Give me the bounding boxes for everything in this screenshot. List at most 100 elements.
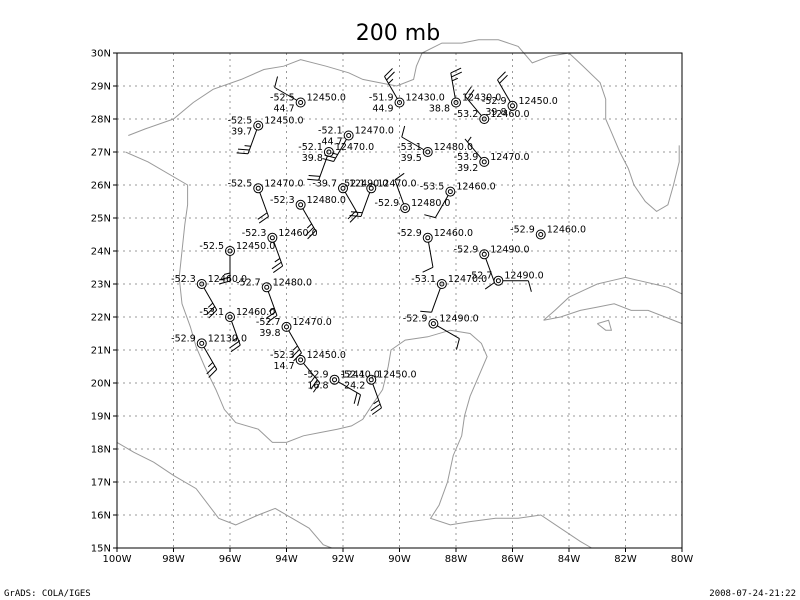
station-circle-inner bbox=[430, 321, 436, 327]
coastline bbox=[128, 39, 680, 213]
station-model: -52.3 12460.0 bbox=[242, 228, 318, 273]
station-temperature: -52.5 bbox=[199, 241, 224, 252]
wind-barb-feather bbox=[349, 215, 362, 217]
wind-barb-staff bbox=[431, 288, 441, 313]
station-temperature: -52.9 bbox=[304, 370, 329, 381]
tick-label-lat: 17N bbox=[91, 478, 111, 489]
station-height: 12460.0 bbox=[490, 109, 529, 120]
station-model: 12430.0 38.8 bbox=[429, 67, 501, 115]
station-model: -52.9 12450.0 39.8 bbox=[482, 71, 558, 118]
station-circle-inner bbox=[269, 235, 275, 241]
wind-barb-feather bbox=[229, 341, 240, 349]
wind-barb-half-feather bbox=[207, 302, 214, 308]
footer-right: 2008-07-24-21:22 bbox=[709, 589, 796, 599]
wind-barb-feather bbox=[386, 71, 395, 81]
station-model: -52.5 12450.0 39.7 bbox=[228, 116, 304, 155]
station-temperature: -52.3 bbox=[270, 195, 295, 206]
station-dewpoint: 16.8 bbox=[307, 381, 328, 392]
wind-barb-feather bbox=[484, 282, 495, 290]
station-circle-outer bbox=[479, 156, 490, 167]
station-dewpoint: 39.8 bbox=[259, 328, 280, 339]
station-circle-inner bbox=[425, 149, 431, 155]
station-height: 12480.0 bbox=[273, 277, 312, 288]
wind-barb-feather bbox=[370, 403, 381, 412]
tick-label-lon: 88W bbox=[445, 554, 468, 565]
tick-label-lon: 80W bbox=[671, 554, 694, 565]
station-model: -52.3 12480.0 bbox=[270, 195, 346, 240]
tick-label-lat: 16N bbox=[91, 511, 111, 522]
station-temperature: -52.7 bbox=[236, 277, 261, 288]
station-temperature: -52.5 bbox=[270, 93, 295, 104]
station-height: 12450.0 bbox=[377, 370, 416, 381]
station-circle-inner bbox=[346, 133, 352, 138]
wind-barb-staff bbox=[274, 87, 297, 101]
station-circle-outer bbox=[281, 321, 292, 332]
station-circle-outer bbox=[535, 229, 546, 240]
tick-label-lat: 15N bbox=[91, 544, 111, 555]
wind-barb-feather bbox=[267, 315, 278, 323]
station-circle-inner bbox=[298, 357, 304, 363]
station-circle-outer bbox=[253, 183, 264, 194]
wind-barb-feather bbox=[424, 214, 436, 219]
station-temperature: -52.9 bbox=[171, 333, 196, 344]
station-circle-outer bbox=[295, 354, 306, 365]
station-circle-outer bbox=[338, 183, 348, 194]
station-circle-outer bbox=[422, 147, 433, 157]
station-model: -53.1 12460.0 bbox=[199, 307, 275, 353]
station-temperature: -52.1 bbox=[341, 178, 366, 189]
station-temperature: -52.9 bbox=[375, 198, 400, 209]
station-circle-outer bbox=[479, 114, 490, 124]
station-temperature: -53.1 bbox=[397, 142, 422, 153]
station-circle-outer bbox=[196, 338, 207, 349]
station-height: 12490.0 bbox=[504, 271, 543, 282]
station-temperature: -52.9 bbox=[403, 314, 428, 325]
station-model: -52.9 12440.0 16.8 bbox=[304, 370, 380, 406]
station-height: 12460.0 bbox=[236, 307, 275, 318]
station-height: 12470.0 bbox=[335, 142, 374, 153]
wind-barb-feather bbox=[206, 365, 216, 375]
tick-label-lat: 19N bbox=[91, 412, 111, 423]
station-height: 12480.0 bbox=[411, 198, 450, 209]
station-circle-outer bbox=[366, 374, 377, 385]
station-temperature: -52.9 bbox=[454, 244, 479, 255]
wind-barb-feather bbox=[322, 158, 334, 162]
tick-label-lon: 96W bbox=[219, 554, 242, 565]
station-circle-inner bbox=[255, 185, 261, 191]
station-circle-inner bbox=[368, 185, 374, 191]
station-model: -52.1 12470.044.7 bbox=[318, 126, 394, 162]
wind-barb-staff bbox=[384, 76, 398, 99]
station-circle-outer bbox=[394, 97, 405, 108]
wind-barb-staff bbox=[267, 291, 278, 316]
wind-barb-staff bbox=[333, 139, 347, 162]
station-dewpoint: 39.8 bbox=[485, 107, 506, 118]
wind-barb-feather bbox=[307, 178, 319, 181]
station-dewpoint: 44.7 bbox=[273, 104, 294, 115]
wind-barb-half-feather bbox=[268, 307, 275, 312]
station-dewpoint: 44.9 bbox=[372, 104, 393, 115]
wind-barb-feather bbox=[273, 265, 283, 273]
tick-label-lon: 90W bbox=[388, 554, 411, 565]
station-height: 12440.0 bbox=[341, 370, 380, 381]
station-temperature: -52.9 bbox=[482, 96, 507, 107]
station-temperature: -52.3 bbox=[242, 228, 267, 239]
station-height: 12130.0 bbox=[208, 333, 247, 344]
wind-barb-feather bbox=[357, 394, 361, 406]
wind-barb-staff bbox=[303, 363, 321, 384]
tick-label-lat: 28N bbox=[91, 115, 111, 126]
wind-barb-feather bbox=[464, 86, 472, 97]
wind-barb-staff bbox=[372, 383, 382, 409]
station-dewpoint: 39.2 bbox=[457, 163, 478, 174]
wind-barb-staff bbox=[344, 191, 359, 215]
station-temperature: -53.2 bbox=[454, 109, 479, 120]
station-models: -52.5 12450.044.7-51.9 12430.044.912430.03… bbox=[171, 67, 586, 415]
wind-barb-feather bbox=[230, 344, 241, 353]
station-height: 12470.0 bbox=[448, 274, 487, 285]
station-model: -52.1 12470.0 bbox=[341, 178, 417, 217]
station-height: 12480.0 bbox=[434, 142, 473, 153]
tick-label-lat: 30N bbox=[91, 49, 111, 60]
station-circle-inner bbox=[199, 340, 205, 346]
wind-barb-feather bbox=[208, 369, 218, 378]
station-temperature: -53.9 bbox=[454, 152, 479, 163]
station-temperature: -39.7 bbox=[312, 178, 337, 189]
grid-lines bbox=[117, 53, 682, 548]
